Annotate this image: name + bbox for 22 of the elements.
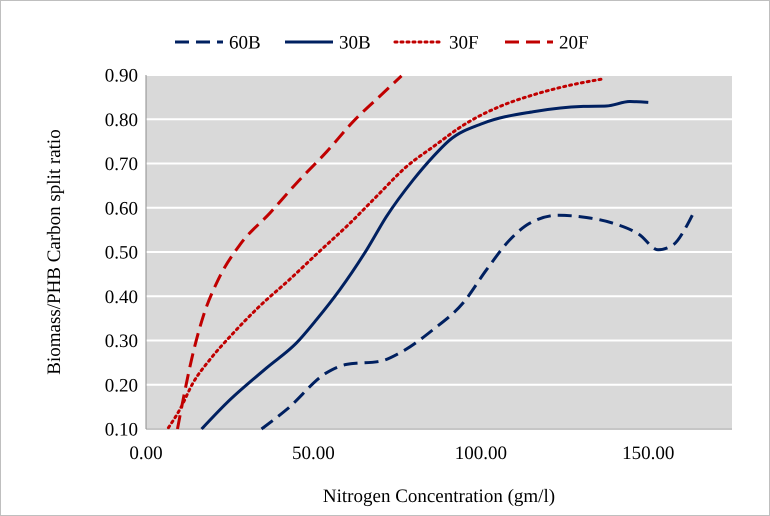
line-series: [260, 213, 694, 430]
x-tick-label: 150.00: [622, 443, 674, 464]
x-tick-label: 100.00: [454, 443, 507, 464]
legend-label: 60B: [229, 32, 261, 54]
legend-label: 30B: [339, 32, 371, 54]
y-tick-label: 0.90: [104, 66, 138, 87]
line-series: [200, 100, 650, 430]
x-tick-label: 50.00: [292, 443, 335, 464]
y-tick-label: 0.50: [104, 242, 138, 264]
y-tick-label: 0.30: [104, 331, 138, 352]
y-axis-title: Biomass/PHB Carbon split ratio: [44, 129, 65, 375]
line-series: [166, 77, 604, 430]
y-tick-label: 0.10: [104, 420, 138, 441]
x-tick-label: 0.00: [129, 443, 163, 464]
y-tick-label: 0.80: [104, 110, 138, 131]
y-tick-label: 0.20: [104, 375, 138, 396]
x-axis-title: Nitrogen Concentration (gm/l): [322, 486, 556, 507]
legend-label: 30F: [449, 32, 479, 54]
y-tick-label: 0.70: [104, 154, 138, 176]
legend-label: 20F: [559, 32, 589, 54]
y-tick-label: 0.60: [104, 198, 138, 220]
y-tick-label: 0.40: [104, 286, 138, 308]
